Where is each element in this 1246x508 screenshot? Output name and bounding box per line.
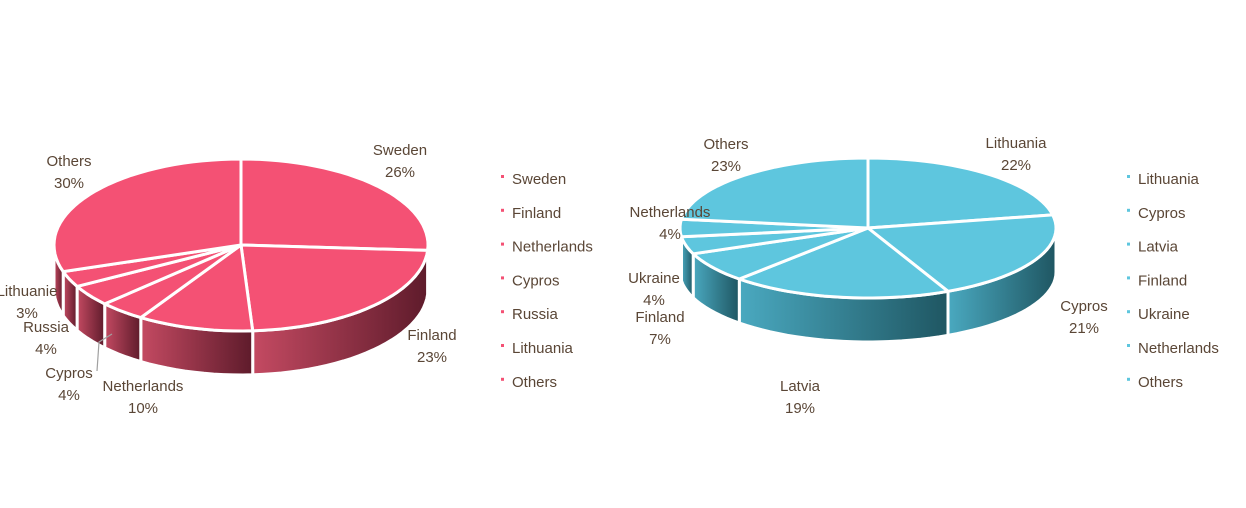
legend-item-sweden: Sweden — [512, 171, 566, 188]
data-label-name-sweden: Sweden — [373, 142, 427, 159]
data-label-name-lithuania: Lithuania — [986, 135, 1048, 152]
data-label-pct-sweden: 26% — [385, 164, 415, 181]
pie-1-slices — [52, 157, 430, 333]
legend-item-lithuania: Lithuania — [1138, 171, 1200, 188]
data-label-name-russia: Russia — [23, 319, 70, 336]
data-label-name-finland: Finland — [407, 327, 456, 344]
slice-sweden — [239, 157, 430, 252]
pie-1-data-labels: Sweden 26% Finland 23% Netherlands 10% Cypros 4… — [0, 142, 457, 417]
legend-marker-lithuania — [1127, 175, 1130, 178]
legend-marker-russia — [501, 310, 504, 314]
legend-item-netherlands: Netherlands — [1138, 340, 1219, 357]
data-label-name-ukraine: Ukraine — [628, 270, 680, 287]
legend-item-others: Others — [1138, 374, 1183, 391]
pie-2-data-labels: Lithuania 22% Cypros 21% Latvia 19% Finland 7% U… — [628, 135, 1108, 417]
slice-netherlands — [139, 243, 255, 333]
data-label-pct-netherlands: 4% — [659, 226, 681, 243]
data-label-pct-others: 23% — [711, 158, 741, 175]
data-label-name-others: Others — [46, 153, 91, 170]
legend-item-finland: Finland — [512, 205, 561, 222]
data-label-pct-russia: 4% — [35, 341, 57, 358]
pie-1-legend: Sweden Finland Netherlands Cypros Russia Lith… — [501, 171, 593, 391]
data-label-pct-lithuania: 22% — [1001, 157, 1031, 174]
slice-latvia — [737, 226, 950, 300]
data-label-name-netherlands: Netherlands — [630, 204, 711, 221]
data-label-name-cypros: Cypros — [45, 365, 93, 382]
legend-marker-finland — [501, 208, 504, 212]
data-label-pct-latvia: 19% — [785, 400, 815, 417]
data-label-pct-others: 30% — [54, 175, 84, 192]
slice-lithuania — [866, 156, 1055, 230]
pie-2-slices — [678, 156, 1058, 300]
legend-item-finland: Finland — [1138, 272, 1187, 289]
legend-marker-sweden — [501, 175, 504, 178]
data-label-name-latvia: Latvia — [780, 378, 821, 395]
data-label-pct-netherlands: 10% — [128, 400, 158, 417]
legend-item-others: Others — [512, 374, 557, 391]
slice-cypros — [866, 213, 1058, 293]
data-label-name-lithuanie: Lithuanie — [0, 283, 57, 300]
slice-finland — [239, 243, 430, 333]
data-label-name-cypros: Cypros — [1060, 298, 1108, 315]
data-label-name-finland: Finland — [635, 309, 684, 326]
legend-marker-netherlands — [501, 242, 504, 246]
slice-others — [52, 157, 243, 274]
data-label-name-others: Others — [703, 136, 748, 153]
slice-finland — [691, 226, 870, 281]
legend-item-netherlands: Netherlands — [512, 239, 593, 256]
pie-chart-1: Sweden 26% Finland 23% Netherlands 10% Cypros 4… — [0, 142, 593, 417]
legend-marker-netherlands — [1127, 344, 1130, 347]
data-label-pct-lithuanie: 3% — [16, 305, 38, 322]
data-label-name-netherlands: Netherlands — [103, 378, 184, 395]
data-label-pct-finland: 7% — [649, 331, 671, 348]
pie-2-legend: Lithuania Cypros Latvia Finland Ukraine Nethe… — [1127, 171, 1219, 391]
legend-marker-others — [1127, 377, 1130, 381]
legend-item-latvia: Latvia — [1138, 239, 1179, 256]
legend-marker-lithuania — [501, 344, 504, 347]
legend-marker-cypros — [501, 276, 504, 280]
data-label-pct-finland: 23% — [417, 349, 447, 366]
legend-marker-others — [501, 377, 504, 381]
data-label-pct-cypros: 21% — [1069, 320, 1099, 337]
legend-item-russia: Russia — [512, 306, 559, 323]
legend-marker-ukraine — [1127, 310, 1130, 314]
legend-item-lithuania: Lithuania — [512, 340, 574, 357]
leader-line — [96, 333, 113, 372]
legend-item-ukraine: Ukraine — [1138, 306, 1190, 323]
legend-item-cypros: Cypros — [512, 272, 560, 289]
legend-marker-finland — [1127, 276, 1130, 280]
pie-chart-2: Lithuania 22% Cypros 21% Latvia 19% Finland 7% U… — [628, 135, 1219, 417]
pie-1-leader-lines — [96, 333, 113, 372]
legend-marker-latvia — [1127, 242, 1130, 246]
legend-item-cypros: Cypros — [1138, 205, 1186, 222]
data-label-pct-ukraine: 4% — [643, 292, 665, 309]
data-label-pct-cypros: 4% — [58, 387, 80, 404]
legend-marker-cypros — [1127, 208, 1130, 212]
slice-others — [680, 156, 870, 230]
